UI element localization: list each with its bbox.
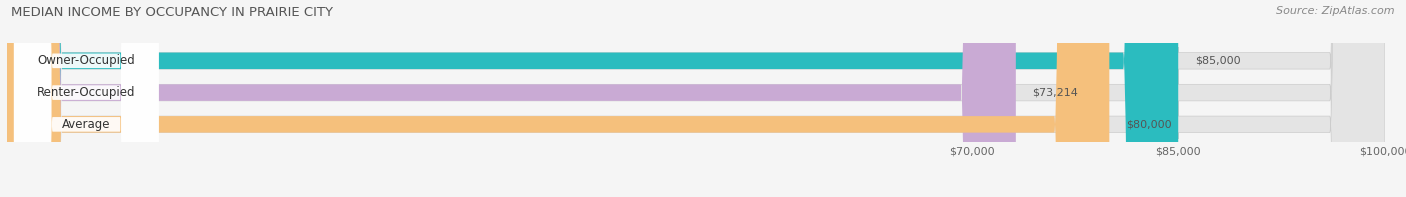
FancyBboxPatch shape: [7, 0, 1385, 197]
Text: $85,000: $85,000: [1195, 56, 1240, 66]
Text: $80,000: $80,000: [1126, 119, 1171, 129]
Text: Renter-Occupied: Renter-Occupied: [37, 86, 135, 99]
FancyBboxPatch shape: [14, 0, 159, 197]
Text: $73,214: $73,214: [1032, 88, 1078, 98]
FancyBboxPatch shape: [14, 0, 159, 197]
FancyBboxPatch shape: [14, 0, 159, 197]
Text: MEDIAN INCOME BY OCCUPANCY IN PRAIRIE CITY: MEDIAN INCOME BY OCCUPANCY IN PRAIRIE CI…: [11, 6, 333, 19]
Text: Owner-Occupied: Owner-Occupied: [38, 54, 135, 67]
Text: Average: Average: [62, 118, 111, 131]
FancyBboxPatch shape: [7, 0, 1385, 197]
Text: Source: ZipAtlas.com: Source: ZipAtlas.com: [1277, 6, 1395, 16]
FancyBboxPatch shape: [7, 0, 1015, 197]
FancyBboxPatch shape: [7, 0, 1385, 197]
FancyBboxPatch shape: [7, 0, 1109, 197]
FancyBboxPatch shape: [7, 0, 1178, 197]
